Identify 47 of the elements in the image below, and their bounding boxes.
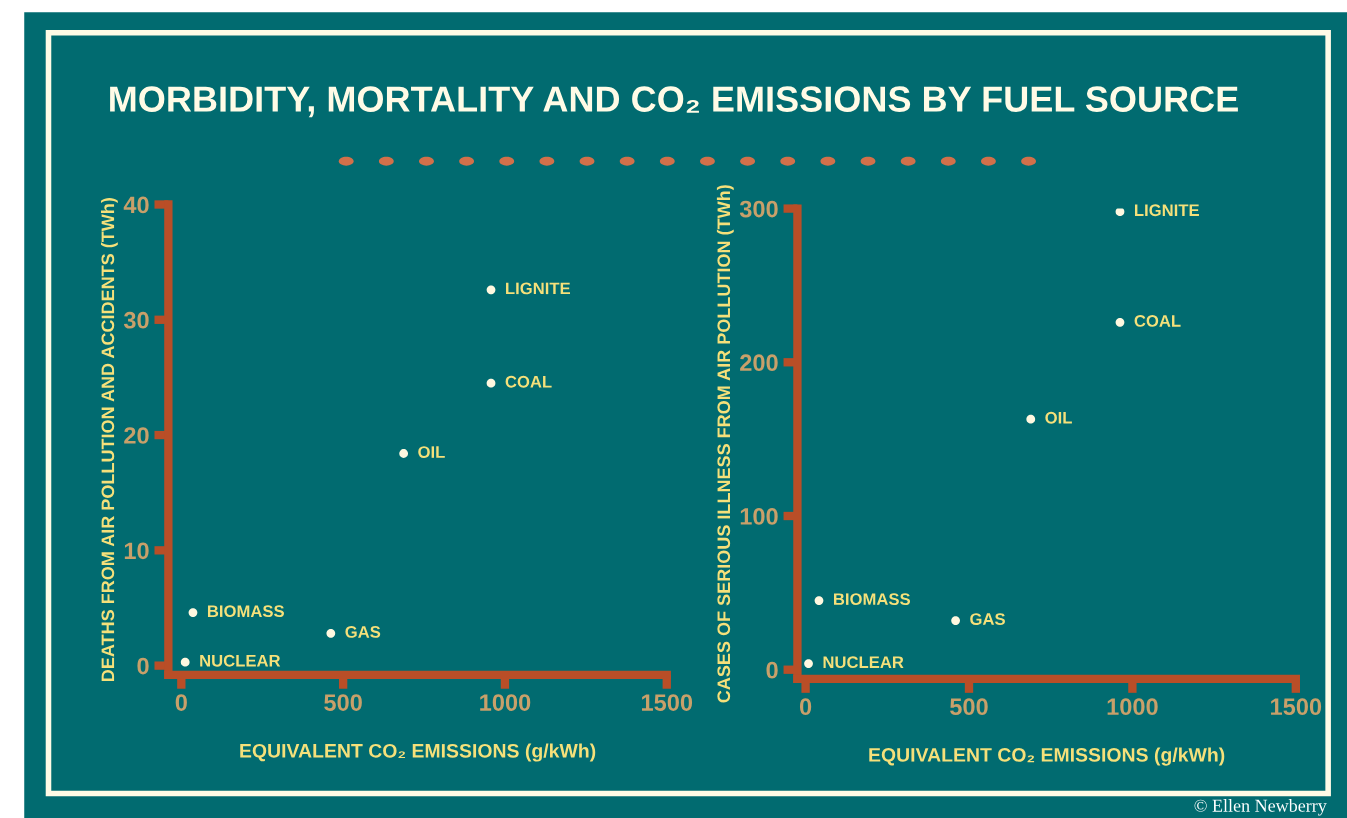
annotation: BIOMASS bbox=[834, 593, 911, 606]
y-tick-label: 300 bbox=[739, 200, 778, 218]
annotation: COAL bbox=[1134, 315, 1181, 327]
y-tick-label: 20 bbox=[124, 427, 149, 444]
x-tick-label: 1500 bbox=[1271, 698, 1322, 716]
point bbox=[326, 628, 336, 638]
y-tick-label: 200 bbox=[740, 354, 778, 372]
annotation: LIGNITE bbox=[506, 282, 571, 295]
point bbox=[188, 608, 198, 617]
x-tick-label: 1000 bbox=[1107, 698, 1158, 716]
point bbox=[814, 596, 824, 605]
annotation: BIOMASS bbox=[207, 605, 284, 618]
annotation: NUCLEAR bbox=[200, 654, 281, 667]
x-tick-label: 0 bbox=[799, 698, 812, 716]
y-tick-label: 40 bbox=[123, 196, 149, 214]
y-tick-label: 0 bbox=[766, 661, 778, 679]
annotation: COAL bbox=[505, 375, 552, 388]
point bbox=[399, 449, 409, 458]
x-tick-label: 1500 bbox=[641, 694, 693, 711]
point bbox=[1115, 208, 1125, 217]
y-tick-label: 30 bbox=[123, 311, 149, 329]
annotation: GAS bbox=[970, 613, 1005, 625]
annotation: OIL bbox=[418, 446, 445, 458]
x-axis-title: EQUIVALENT CO₂ EMISSIONS (g/kWh) bbox=[869, 747, 1225, 766]
point bbox=[486, 378, 496, 388]
point bbox=[486, 285, 496, 295]
point bbox=[1115, 317, 1125, 327]
y-tick-label: 10 bbox=[124, 542, 149, 560]
x-tick-label: 500 bbox=[950, 698, 988, 716]
chart-title: MORBIDITY, MORTALITY AND CO₂ EMISSIONS BY FUEL SOURCE bbox=[110, 86, 1238, 118]
annotation: GAS bbox=[345, 626, 381, 638]
point bbox=[180, 657, 190, 667]
annotation: NUCLEAR bbox=[823, 656, 904, 669]
x-axis-title: EQUIVALENT CO₂ EMISSIONS (g/kWh) bbox=[240, 743, 596, 762]
y-axis-title: CASES OF SERIOUS ILLNESS FROM AIR POLLUTION (TWh) bbox=[716, 185, 734, 703]
y-tick-label: 0 bbox=[137, 657, 149, 675]
text: © Ellen Newberry bbox=[1194, 799, 1327, 816]
annotation: LIGNITE bbox=[1134, 204, 1199, 217]
y-axis-title: DEATHS FROM AIR POLLUTION AND ACCIDENTS (TWh) bbox=[100, 198, 118, 682]
x-tick-label: 1000 bbox=[480, 694, 531, 711]
y-tick-label: 100 bbox=[740, 508, 778, 525]
point bbox=[1026, 414, 1036, 424]
x-tick-label: 500 bbox=[324, 694, 362, 711]
point bbox=[951, 616, 960, 625]
annotation: OIL bbox=[1045, 411, 1072, 424]
point bbox=[804, 659, 813, 668]
x-tick-label: 0 bbox=[175, 694, 187, 711]
